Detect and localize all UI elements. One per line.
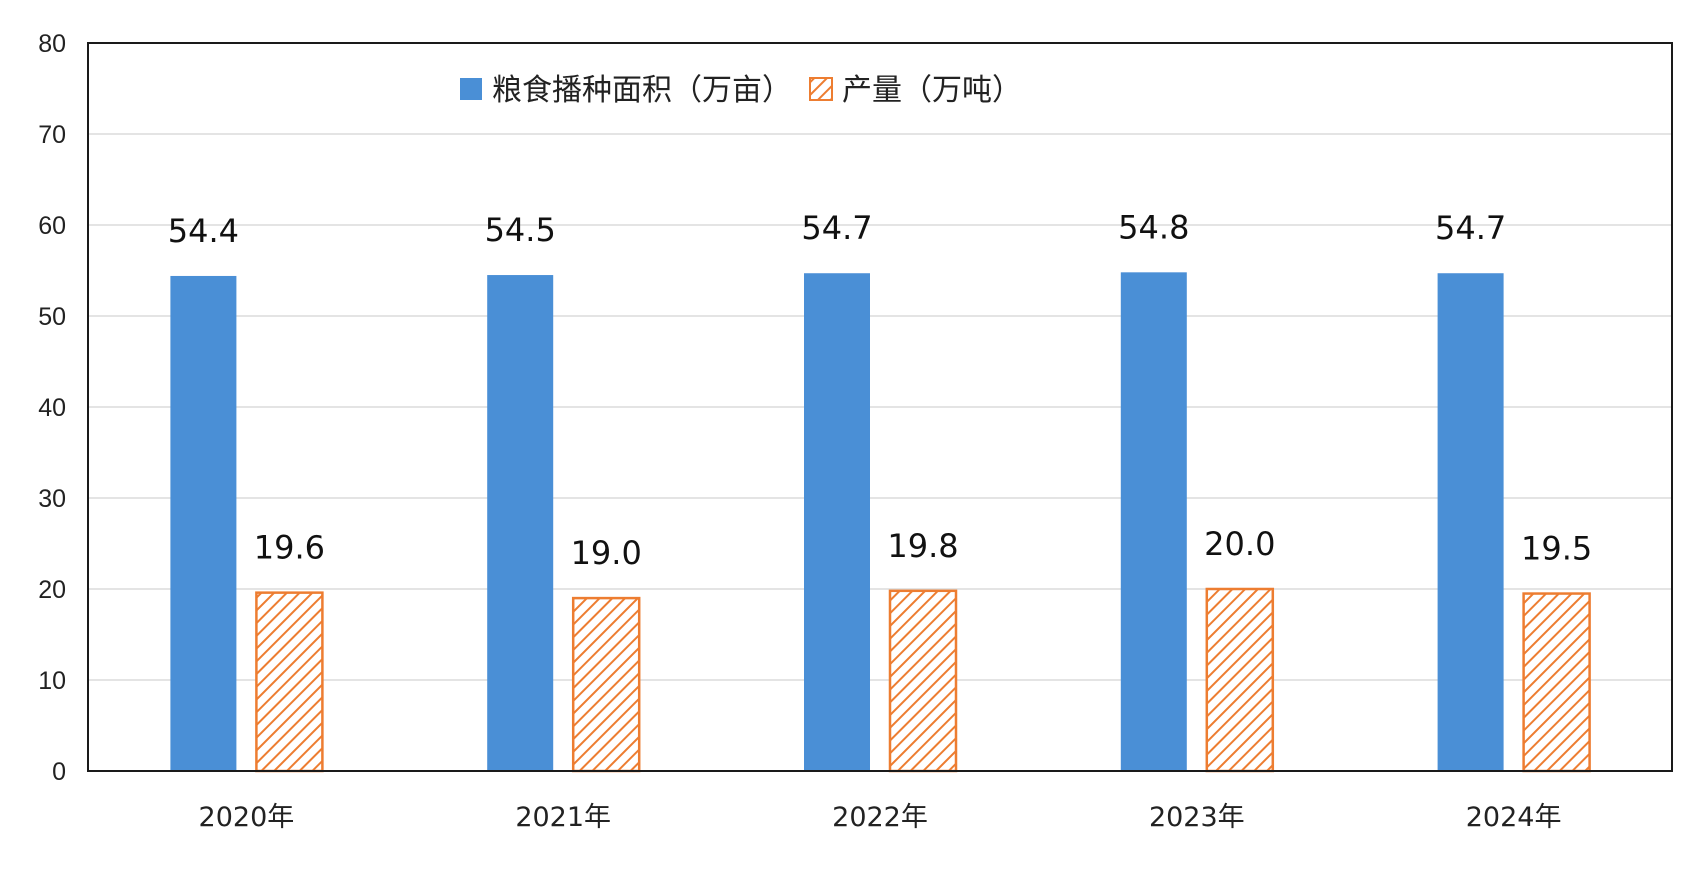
x-tick-label: 2023年 — [1149, 802, 1245, 833]
x-axis: 2020年 2021年 2022年 2023年 2024年 — [199, 802, 1562, 833]
data-label: 19.5 — [1521, 530, 1592, 568]
data-labels: 54.4 19.6 54.5 19.0 54.7 19.8 54.8 20.0 54.7 19.5 — [168, 208, 1592, 572]
bar-output — [1522, 592, 1591, 773]
data-label: 19.0 — [571, 534, 642, 572]
legend-swatch-output — [809, 77, 833, 101]
y-tick-label: 80 — [38, 30, 66, 58]
bar-output — [571, 596, 641, 773]
bar-area — [804, 273, 870, 771]
data-label: 54.5 — [485, 211, 556, 249]
data-label: 54.8 — [1118, 208, 1189, 246]
data-label: 19.6 — [254, 529, 325, 567]
y-tick-label: 10 — [38, 667, 66, 695]
data-label: 54.4 — [168, 212, 239, 250]
y-tick-label: 60 — [38, 212, 66, 240]
legend-swatch-area — [460, 78, 482, 100]
data-label: 20.0 — [1204, 525, 1275, 563]
y-tick-label: 30 — [38, 485, 66, 513]
data-label: 54.7 — [1435, 209, 1506, 247]
plot-frame — [87, 42, 1673, 772]
y-tick-label: 50 — [38, 303, 66, 331]
bar-area — [487, 275, 554, 771]
y-tick-label: 70 — [38, 121, 66, 149]
data-label: 54.7 — [801, 209, 872, 247]
bars — [170, 272, 1591, 773]
x-tick-label: 2020年 — [199, 802, 295, 833]
x-tick-label: 2021年 — [515, 802, 611, 833]
y-tick-label: 20 — [38, 576, 66, 604]
legend-label: 粮食播种面积（万亩） — [492, 73, 792, 108]
y-tick-label: 0 — [52, 758, 66, 786]
legend: 粮食播种面积（万亩） 产量（万吨） — [460, 73, 1022, 108]
bar-area — [170, 275, 237, 771]
bar-area — [1437, 273, 1504, 771]
x-tick-label: 2024年 — [1466, 802, 1562, 833]
bar-output — [1205, 587, 1275, 773]
y-tick-label: 40 — [38, 394, 66, 422]
x-tick-label: 2022年 — [832, 802, 928, 833]
data-label: 19.8 — [887, 527, 958, 565]
bar-output — [255, 591, 324, 773]
legend-label: 产量（万吨） — [842, 73, 1022, 108]
bar-area — [1120, 272, 1187, 771]
bar-output — [888, 589, 958, 773]
y-axis: 0 10 20 30 40 50 60 70 80 — [38, 30, 66, 786]
gridlines — [88, 133, 1672, 681]
